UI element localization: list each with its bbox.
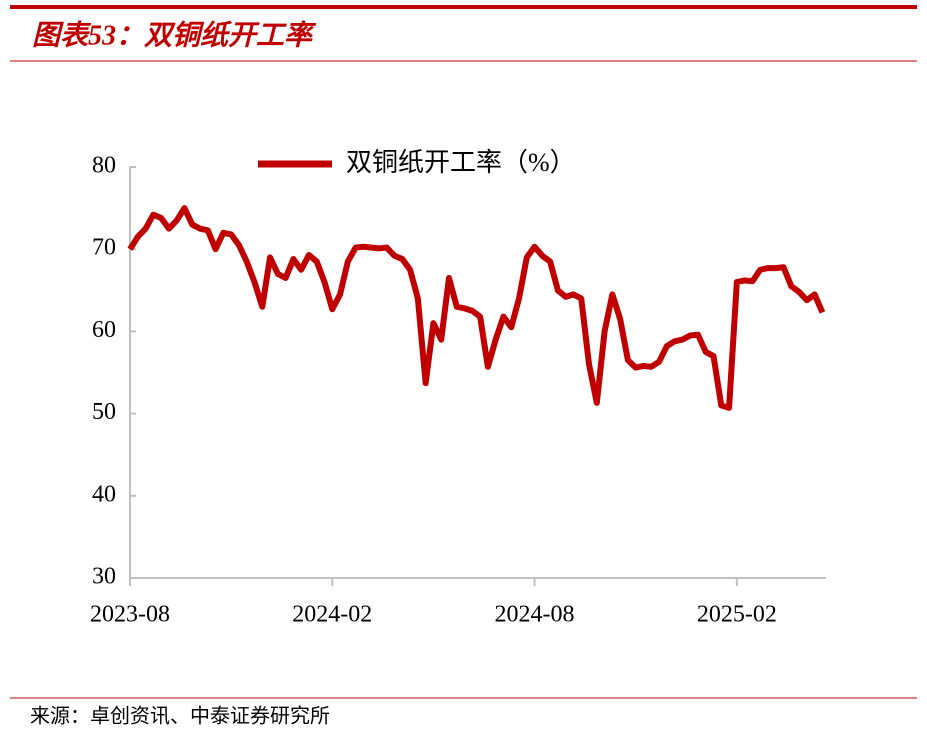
source: 来源：卓创资讯、中泰证券研究所 [30, 705, 330, 728]
x-tick-label: 2023-08 [90, 602, 170, 628]
x-tick-label: 2024-08 [495, 602, 575, 628]
top-rule [10, 5, 917, 9]
y-tick-label: 40 [92, 481, 116, 507]
legend-label: 双铜纸开工率（%） [346, 148, 576, 177]
y-tick-label: 70 [92, 235, 116, 261]
y-tick-label: 50 [92, 399, 116, 425]
x-tick-label: 2024-02 [292, 602, 372, 628]
y-tick-label: 60 [92, 317, 116, 343]
y-tick-label: 80 [92, 153, 116, 179]
line [127, 205, 826, 411]
y-tick-label: 30 [92, 564, 116, 590]
x-tick-label: 2025-02 [697, 602, 777, 628]
chart-title: 图表53：双铜纸开工率 [32, 19, 317, 51]
